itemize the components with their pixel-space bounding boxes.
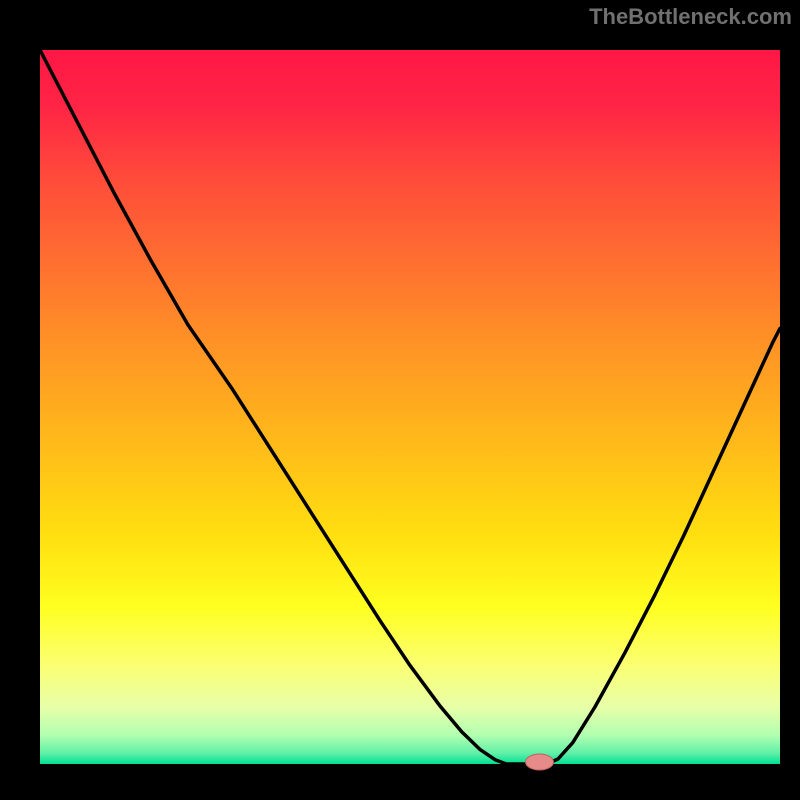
chart-svg (0, 0, 800, 800)
chart-container: TheBottleneck.com (0, 0, 800, 800)
plot-background (40, 50, 780, 764)
optimal-point-marker (526, 754, 554, 770)
watermark-text: TheBottleneck.com (589, 4, 792, 30)
